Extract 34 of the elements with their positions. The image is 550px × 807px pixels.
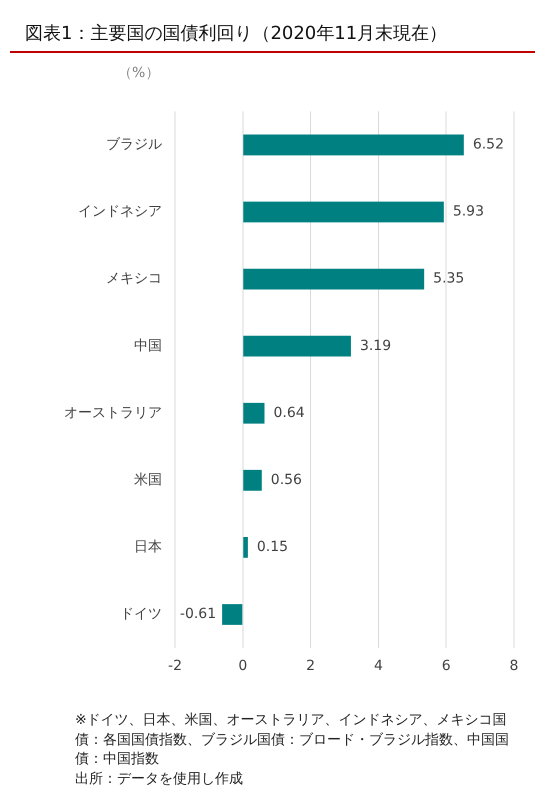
bar xyxy=(222,604,242,625)
data-label: 0.15 xyxy=(256,539,288,556)
data-label: 0.64 xyxy=(273,404,305,421)
x-tick-label: 2 xyxy=(306,658,316,674)
bar xyxy=(243,268,424,290)
x-tick-label: 4 xyxy=(374,658,383,674)
bar xyxy=(243,336,351,357)
bar xyxy=(243,134,464,156)
y-tick-label: 中国 xyxy=(134,338,162,354)
x-axis-title: （%） xyxy=(118,64,160,83)
y-tick-label: オーストラリア xyxy=(64,404,162,421)
data-label: 3.19 xyxy=(360,338,392,354)
bar xyxy=(243,470,262,491)
bar xyxy=(243,202,444,222)
x-tick-label: 8 xyxy=(510,658,518,674)
y-tick-label: ブラジル xyxy=(106,136,162,153)
y-tick-label: インドネシア xyxy=(78,204,162,220)
text: ※ドイツ、日本、米国、オーストラリア、インドネシア、メキシコ国債：各国国債指数、ブラジル国債：ブロード・ブラジル指数、中国国債：中国指数 xyxy=(75,711,510,769)
bar xyxy=(243,536,248,558)
x-tick-label: 0 xyxy=(238,658,248,674)
y-tick-label: メキシコ xyxy=(106,270,162,287)
bar xyxy=(243,402,264,424)
y-tick-label: 日本 xyxy=(134,539,162,556)
y-tick-label: 米国 xyxy=(134,472,162,488)
y-tick-label: ドイツ xyxy=(120,606,162,622)
x-tick-label: 6 xyxy=(442,658,451,674)
chart-title: 図表1：主要国の国債利回り（2020年11月末現在） xyxy=(25,22,448,46)
data-label: 0.56 xyxy=(270,472,302,488)
data-label: -0.61 xyxy=(180,606,216,622)
x-tick-label: -2 xyxy=(168,658,182,674)
text: 出所：データを使用し作成 xyxy=(75,770,244,788)
data-label: 5.35 xyxy=(433,270,464,287)
data-label: 5.93 xyxy=(452,204,484,220)
data-label: 6.52 xyxy=(472,136,504,153)
